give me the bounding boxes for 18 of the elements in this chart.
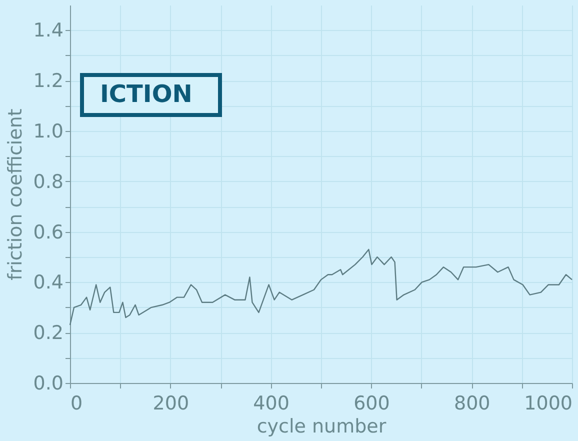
y-tick-label: 1.0 <box>33 120 64 142</box>
line-series <box>69 248 573 326</box>
annotation: ICTION <box>100 80 192 108</box>
x-tick-label: 1000 <box>524 392 572 414</box>
y-axis-title: friction coefficient <box>4 108 26 280</box>
y-tick-label: 1.2 <box>33 70 64 92</box>
y-tick-label: 0.4 <box>33 272 64 294</box>
y-tick-label: 0.6 <box>33 221 64 244</box>
x-tick-label: 0 <box>70 392 83 414</box>
x-tick-label: 400 <box>253 392 290 414</box>
x-tick-label: 800 <box>454 392 490 414</box>
y-tick-label: 0.0 <box>33 372 64 394</box>
x-tick-label: 600 <box>354 392 390 414</box>
x-tick-label: 200 <box>152 392 190 414</box>
x-axis-title: cycle number <box>256 416 386 438</box>
y-tick-label: 0.8 <box>33 170 64 193</box>
y-tick-label: 1.4 <box>33 20 64 42</box>
y-tick-label: 0.2 <box>33 322 64 344</box>
